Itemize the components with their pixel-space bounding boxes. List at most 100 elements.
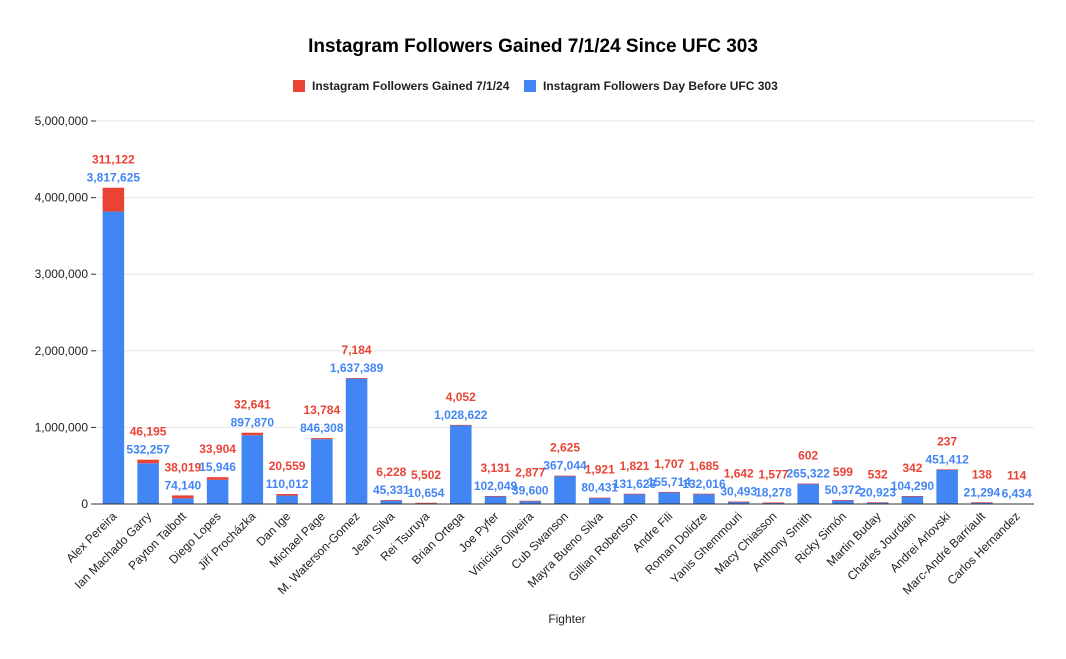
data-label-day-before: 110,012 <box>266 477 309 491</box>
data-label-gained: 1,685 <box>689 459 719 473</box>
bar-gained <box>797 483 819 485</box>
data-label-day-before: 1,637,389 <box>330 361 384 375</box>
bar-gained <box>588 497 611 499</box>
bar-day-before <box>936 469 958 504</box>
bar-gained <box>971 502 993 503</box>
bar-day-before <box>658 492 680 504</box>
data-label-day-before: 10,654 <box>408 486 445 500</box>
bar-gained <box>276 493 298 496</box>
data-label-gained: 13,784 <box>303 403 340 417</box>
data-label-day-before: 451,412 <box>925 452 969 466</box>
data-label-gained: 532 <box>868 467 888 481</box>
data-label-day-before: 15,946 <box>199 460 236 474</box>
y-tick-label: 2,000,000 <box>35 344 89 358</box>
data-label-gained: 342 <box>902 461 922 475</box>
bar-day-before <box>345 378 368 504</box>
data-label-day-before: 39,600 <box>512 484 549 498</box>
data-label-day-before: 102,049 <box>474 479 518 493</box>
legend-label-day-before: Instagram Followers Day Before UFC 303 <box>543 79 778 93</box>
bar-day-before <box>554 475 576 504</box>
data-label-day-before: 18,278 <box>755 485 792 499</box>
data-label-gained: 1,577 <box>758 467 788 481</box>
data-label-gained: 1,821 <box>619 459 649 473</box>
bar-gained <box>519 500 542 502</box>
bar-gained <box>727 501 750 503</box>
data-label-day-before: 20,923 <box>859 485 896 499</box>
bar-day-before <box>450 425 472 504</box>
bar-day-before <box>519 500 542 504</box>
data-label-day-before: 45,331 <box>373 483 410 497</box>
bar-gained <box>554 475 576 477</box>
bar-gained <box>241 432 264 436</box>
x-axis-title: Fighter <box>548 612 585 626</box>
data-label-gained: 1,921 <box>585 463 615 477</box>
bar-gained <box>311 438 333 440</box>
bar-day-before <box>832 500 854 504</box>
data-label-gained: 3,131 <box>481 461 511 475</box>
data-label-gained: 7,184 <box>342 343 372 357</box>
bar-gained <box>206 477 229 480</box>
data-label-day-before: 6,434 <box>1002 486 1032 500</box>
data-label-day-before: 21,294 <box>964 485 1001 499</box>
data-label-day-before: 846,308 <box>300 421 344 435</box>
bar-gained <box>866 502 889 503</box>
data-label-gained: 46,195 <box>130 425 167 439</box>
bar-gained <box>172 495 194 499</box>
bar-day-before <box>102 211 125 504</box>
bar-gained <box>415 502 437 504</box>
data-label-gained: 33,904 <box>199 442 236 456</box>
data-label-day-before: 3,817,625 <box>87 171 141 185</box>
data-label-gained: 311,122 <box>92 153 135 167</box>
data-label-day-before: 265,322 <box>786 467 830 481</box>
bar-gained <box>936 469 958 471</box>
data-label-day-before: 50,372 <box>825 483 862 497</box>
y-tick-label: 3,000,000 <box>35 267 89 281</box>
bar-day-before <box>311 439 333 504</box>
bar-day-before <box>693 493 715 504</box>
legend-swatch-day-before <box>524 80 536 92</box>
y-axis-ticks: 0 1,000,000 2,000,000 3,000,000 4,000,000 5,0… <box>35 114 96 511</box>
data-label-day-before: 367,044 <box>543 459 587 473</box>
bar-gained <box>450 424 472 426</box>
bar-gained <box>137 459 159 464</box>
bar-day-before <box>276 495 298 504</box>
legend-label-gained: Instagram Followers Gained 7/1/24 <box>312 79 510 93</box>
bar-day-before <box>206 479 229 504</box>
data-label-gained: 38,019 <box>165 460 202 474</box>
bar-gained <box>693 493 715 495</box>
data-label-day-before: 74,140 <box>165 478 202 492</box>
data-label-gained: 599 <box>833 465 853 479</box>
bar-gained <box>102 187 125 212</box>
data-label-gained: 32,641 <box>234 398 271 412</box>
data-label-gained: 1,707 <box>654 457 684 471</box>
y-tick-label: 5,000,000 <box>35 114 89 128</box>
data-label-day-before: 131,623 <box>613 477 657 491</box>
data-label-gained: 20,559 <box>269 459 306 473</box>
chart-title: Instagram Followers Gained 7/1/24 Since … <box>308 36 758 57</box>
data-label-gained: 2,625 <box>550 441 580 455</box>
data-label-day-before: 30,493 <box>720 485 757 499</box>
bar-day-before <box>727 501 750 504</box>
data-label-gained: 237 <box>937 434 957 448</box>
data-label-gained: 6,228 <box>376 465 406 479</box>
bar-gained <box>380 500 403 501</box>
bar-day-before <box>971 502 993 504</box>
bar-gained <box>345 378 368 379</box>
gridlines <box>96 120 1034 428</box>
data-label-day-before: 104,290 <box>891 479 935 493</box>
bar-gained <box>762 502 785 504</box>
bar-day-before <box>380 500 403 504</box>
data-label-day-before: 897,870 <box>231 416 275 430</box>
data-label-gained: 5,502 <box>411 468 441 482</box>
y-tick-label: 4,000,000 <box>35 191 89 205</box>
data-label-gained: 2,877 <box>515 466 545 480</box>
bar-day-before <box>484 496 507 504</box>
data-labels: 311,122 3,817,625 46,195 532,257 38,019 74,14… <box>87 153 1032 501</box>
bar-gained <box>484 495 507 497</box>
data-label-gained: 4,052 <box>446 390 476 404</box>
data-label-day-before: 80,431 <box>581 481 618 495</box>
y-tick-label: 0 <box>81 497 88 511</box>
data-label-gained: 138 <box>972 467 992 481</box>
